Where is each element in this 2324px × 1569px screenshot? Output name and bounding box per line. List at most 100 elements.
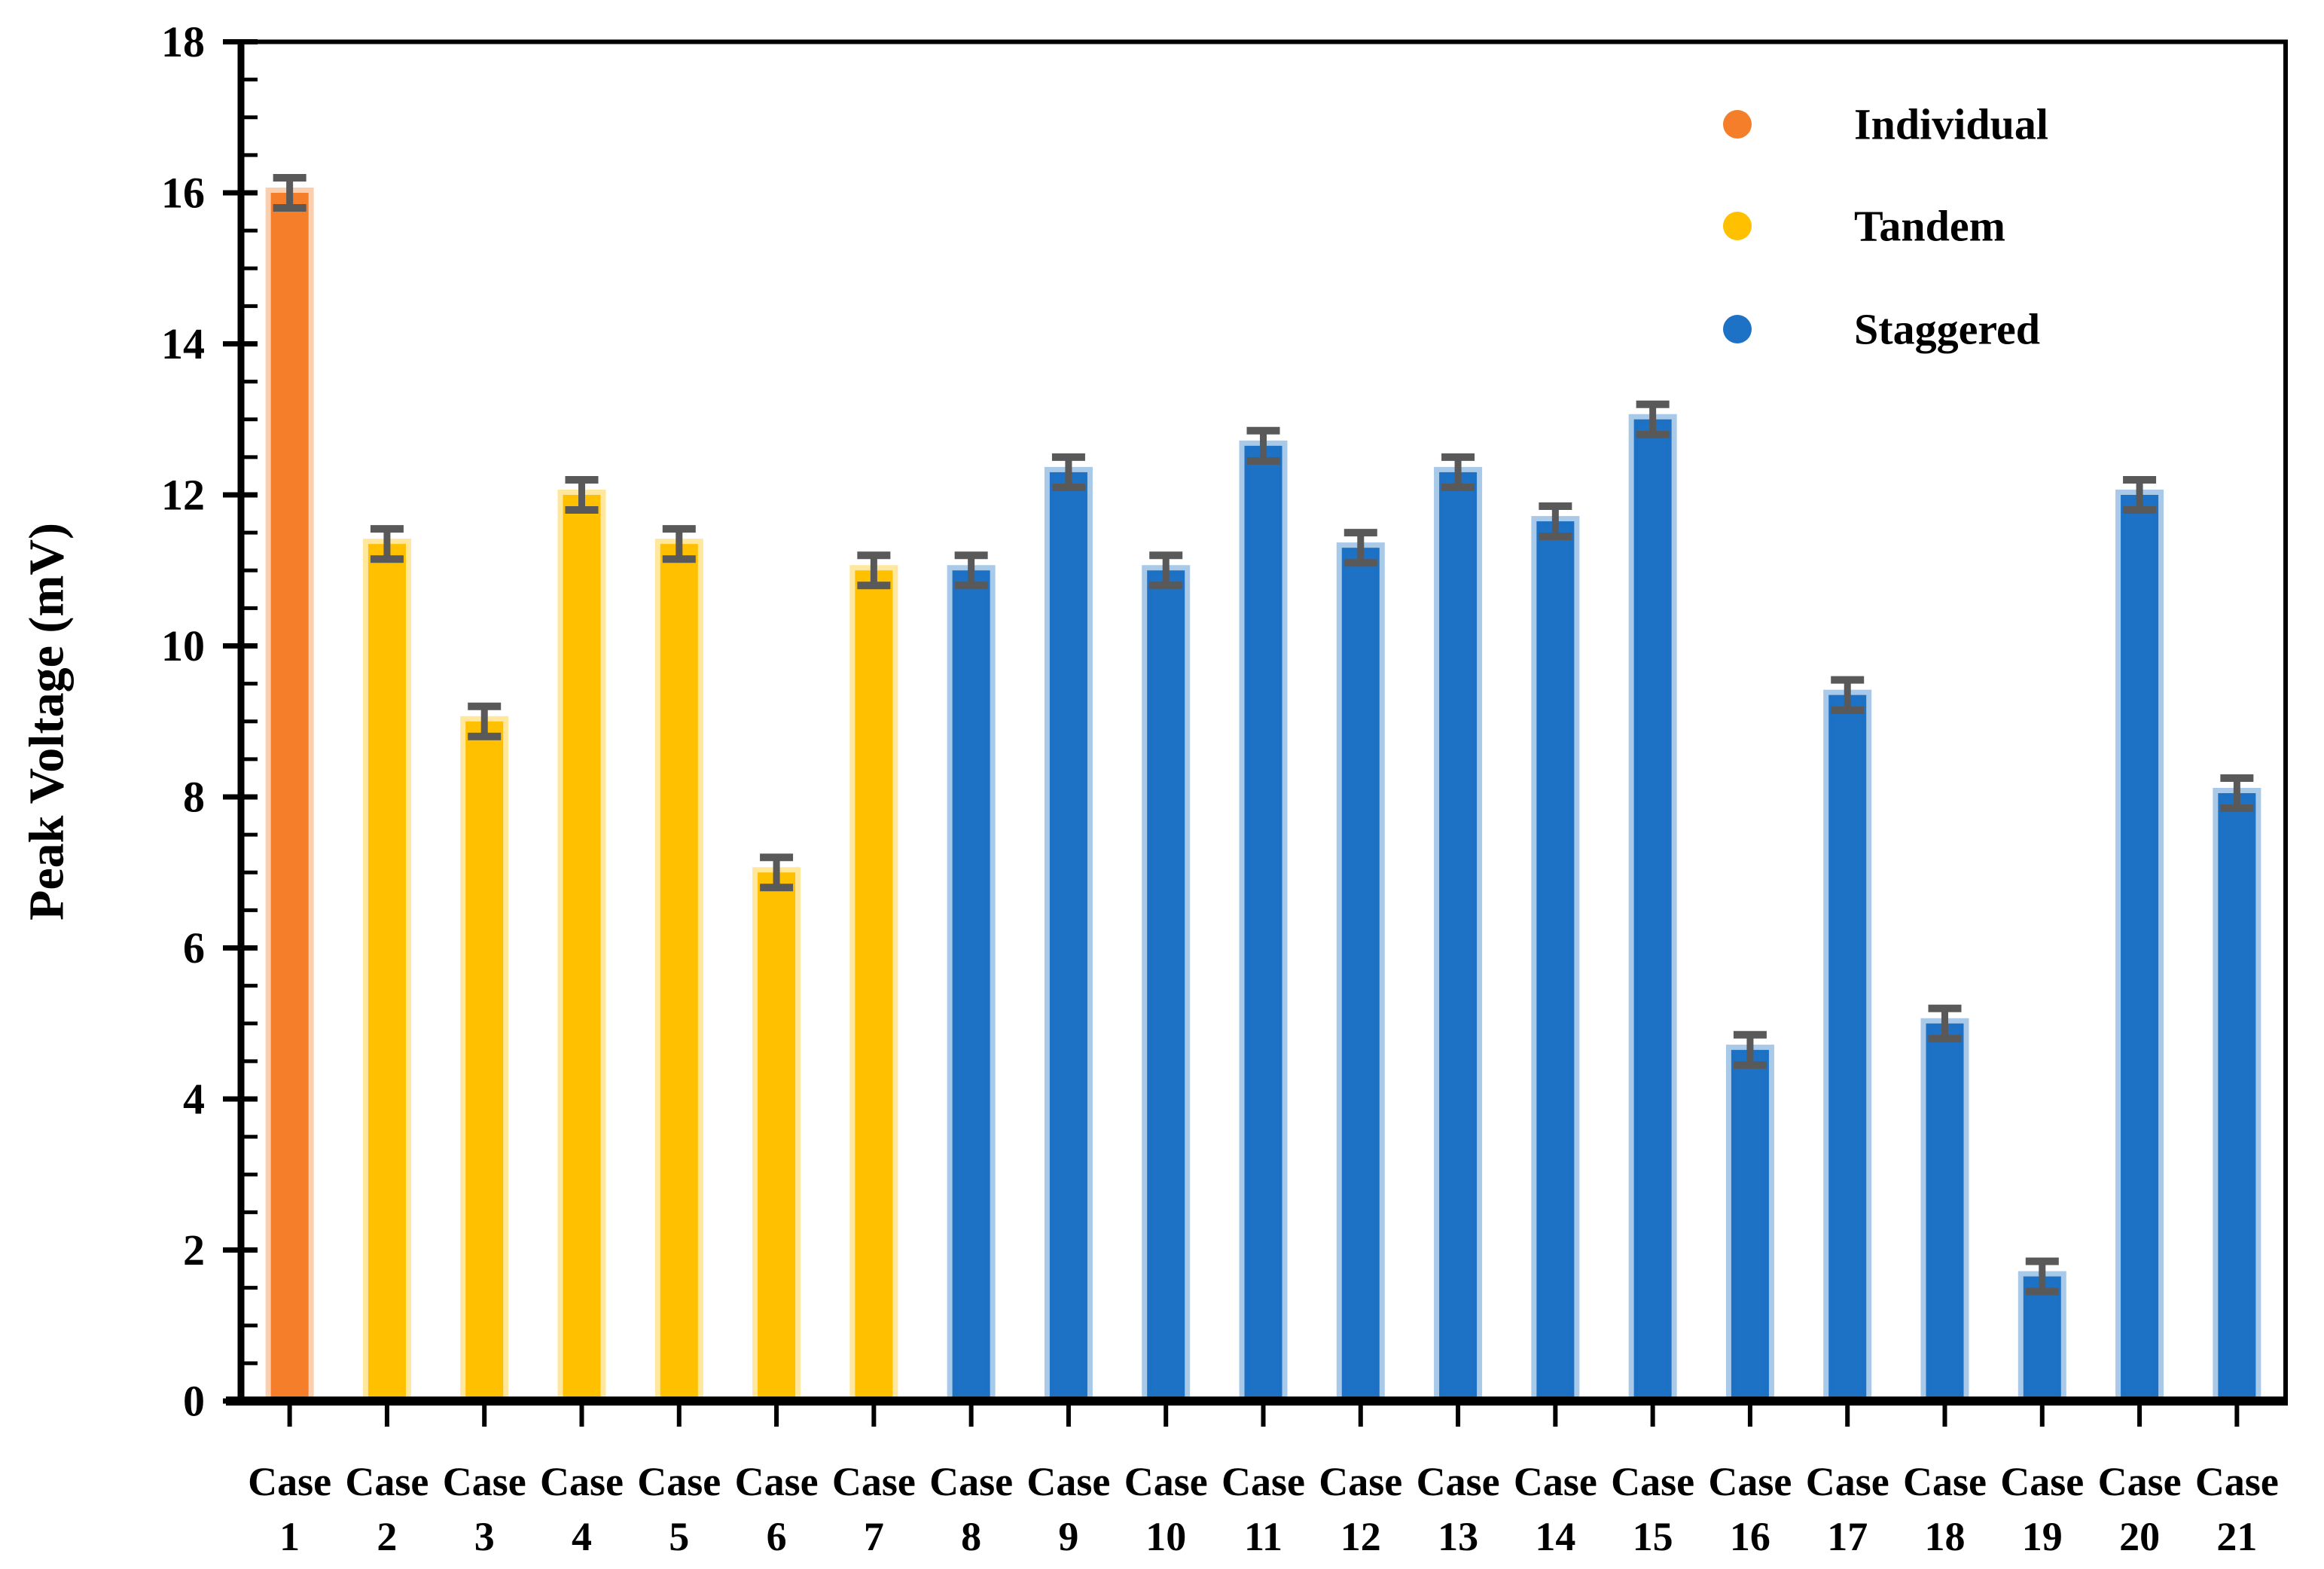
x-label-word-case-20: Case [2098, 1459, 2182, 1504]
x-label-num-case-19: 19 [2022, 1514, 2063, 1559]
error-bar-case-4 [565, 475, 599, 514]
y-axis-title: Peak Voltage (mV) [20, 523, 75, 920]
bar-case-2 [362, 539, 411, 1405]
bar-case-6 [752, 867, 801, 1405]
y-tick-label-8: 8 [183, 773, 205, 822]
y-tick-label-4: 4 [183, 1075, 205, 1124]
bar-case-4 [557, 490, 606, 1405]
legend-item-staggered: Staggered [1723, 305, 2040, 354]
error-bar-case-13 [1441, 453, 1475, 491]
x-label-num-case-21: 21 [2216, 1514, 2257, 1559]
x-label-num-case-13: 13 [1438, 1514, 1478, 1559]
error-bar-case-16 [1733, 1030, 1767, 1069]
x-label-num-case-7: 7 [864, 1514, 884, 1559]
x-label-num-case-1: 1 [279, 1514, 300, 1559]
legend: Individual Tandem Staggered [1723, 100, 2048, 354]
x-label-word-case-6: Case [735, 1459, 819, 1504]
error-bar-case-10 [1149, 551, 1183, 590]
error-bar-case-15 [1636, 400, 1670, 438]
bar-case-13 [1434, 466, 1483, 1405]
x-label-num-case-2: 2 [377, 1514, 397, 1559]
bar-case-20 [2115, 490, 2164, 1405]
x-label-num-case-20: 20 [2119, 1514, 2160, 1559]
x-label-word-case-9: Case [1026, 1459, 1110, 1504]
x-label-word-case-11: Case [1221, 1459, 1305, 1504]
bar-case-10 [1142, 565, 1191, 1405]
bar-case-21 [2213, 787, 2261, 1406]
y-tick-label-18: 18 [161, 17, 205, 66]
bar-case-1 [265, 188, 314, 1405]
bar-case-3 [460, 716, 509, 1405]
x-label-num-case-8: 8 [961, 1514, 981, 1559]
x-label-word-case-21: Case [2195, 1459, 2279, 1504]
bar-case-16 [1725, 1044, 1774, 1406]
bar-case-15 [1628, 414, 1677, 1405]
error-bar-case-9 [1051, 453, 1085, 491]
legend-label-individual: Individual [1854, 100, 2048, 149]
error-bar-case-8 [954, 551, 988, 590]
bar-case-11 [1239, 440, 1288, 1405]
legend-label-tandem: Tandem [1854, 202, 2005, 251]
x-label-num-case-11: 11 [1244, 1514, 1282, 1559]
legend-marker-staggered [1723, 315, 1752, 343]
x-label-word-case-1: Case [248, 1459, 331, 1504]
bar-case-7 [849, 565, 898, 1405]
y-tick-label-0: 0 [183, 1377, 205, 1426]
x-label-word-case-12: Case [1319, 1459, 1402, 1504]
x-label-num-case-14: 14 [1535, 1514, 1575, 1559]
error-bar-case-3 [468, 702, 502, 740]
error-bar-case-11 [1246, 426, 1280, 465]
legend-marker-individual [1723, 110, 1752, 139]
legend-marker-tandem [1723, 212, 1752, 240]
x-label-word-case-8: Case [929, 1459, 1013, 1504]
error-bar-case-14 [1539, 502, 1572, 541]
x-label-word-case-19: Case [2000, 1459, 2084, 1504]
legend-item-individual: Individual [1723, 100, 2048, 149]
error-bar-case-2 [370, 525, 404, 563]
x-label-num-case-6: 6 [767, 1514, 787, 1559]
x-label-word-case-18: Case [1903, 1459, 1987, 1504]
x-label-word-case-16: Case [1708, 1459, 1792, 1504]
x-label-word-case-15: Case [1611, 1459, 1694, 1504]
x-label-word-case-4: Case [540, 1459, 624, 1504]
error-bar-case-21 [2220, 774, 2254, 813]
x-label-num-case-18: 18 [1925, 1514, 1966, 1559]
x-label-num-case-12: 12 [1340, 1514, 1381, 1559]
bar-case-9 [1044, 466, 1093, 1405]
x-label-word-case-2: Case [345, 1459, 429, 1504]
x-label-word-case-10: Case [1124, 1459, 1208, 1504]
bar-case-17 [1823, 689, 1872, 1405]
x-label-num-case-17: 17 [1827, 1514, 1868, 1559]
error-bar-case-7 [857, 551, 891, 590]
bar-case-5 [654, 539, 703, 1405]
error-bar-case-18 [1928, 1004, 1962, 1042]
bar-case-12 [1336, 542, 1385, 1405]
y-tick-label-16: 16 [161, 169, 205, 218]
error-bar-case-19 [2025, 1257, 2059, 1296]
error-bar-case-12 [1343, 529, 1377, 567]
y-tick-label-6: 6 [183, 923, 205, 972]
x-label-num-case-10: 10 [1145, 1514, 1186, 1559]
bar-case-18 [1920, 1018, 1969, 1405]
x-label-word-case-5: Case [637, 1459, 721, 1504]
legend-item-tandem: Tandem [1723, 202, 2005, 251]
x-label-num-case-3: 3 [474, 1514, 495, 1559]
y-tick-label-2: 2 [183, 1226, 205, 1274]
x-label-num-case-4: 4 [572, 1514, 592, 1559]
error-bar-case-5 [662, 525, 696, 563]
x-label-num-case-5: 5 [669, 1514, 689, 1559]
bar-case-8 [947, 565, 996, 1405]
x-label-num-case-16: 16 [1730, 1514, 1770, 1559]
y-tick-label-12: 12 [161, 471, 205, 520]
x-label-word-case-17: Case [1806, 1459, 1889, 1504]
legend-label-staggered: Staggered [1854, 305, 2040, 354]
x-label-num-case-15: 15 [1633, 1514, 1673, 1559]
error-bar-case-20 [2123, 475, 2157, 514]
bar-case-14 [1531, 516, 1580, 1405]
x-label-word-case-7: Case [832, 1459, 916, 1504]
x-label-num-case-9: 9 [1058, 1514, 1078, 1559]
x-label-word-case-13: Case [1417, 1459, 1500, 1504]
error-bar-case-17 [1831, 676, 1865, 714]
